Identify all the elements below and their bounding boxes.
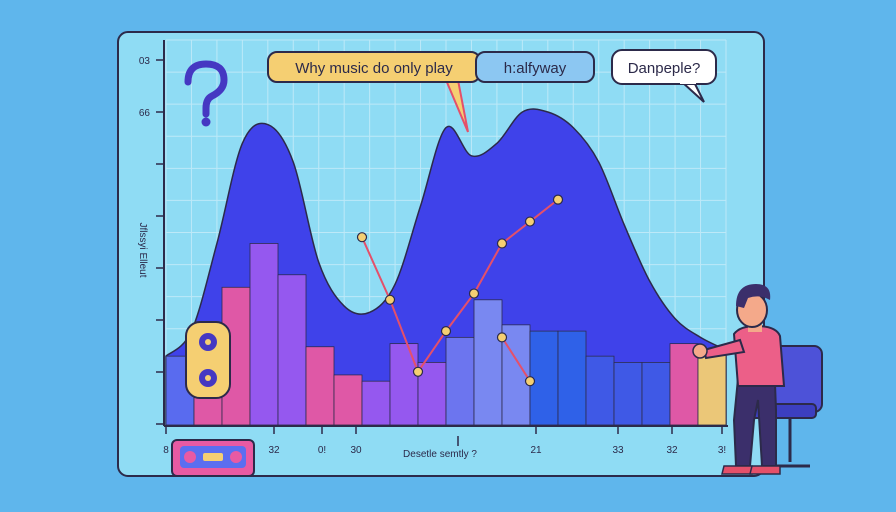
x-tick-label: 3! xyxy=(718,445,726,456)
danpeple-bubble: Danpeple? xyxy=(611,49,717,103)
data-point xyxy=(356,232,368,243)
bar xyxy=(305,346,335,426)
bar xyxy=(277,274,307,426)
bar xyxy=(669,343,699,426)
bar xyxy=(249,243,279,426)
data-point xyxy=(384,294,396,305)
question-bubble-text: Why music do only play xyxy=(295,60,453,77)
y-tick-label: 66 xyxy=(139,108,151,119)
data-point xyxy=(524,216,536,227)
x-ticks: 8 32 0! 30 21 33 32 3! xyxy=(163,426,726,456)
question-bubble: Why music do only play xyxy=(267,51,481,133)
bar xyxy=(445,336,475,426)
bar xyxy=(613,361,643,426)
y-tick-label: 03 xyxy=(139,56,151,67)
data-point xyxy=(496,238,508,249)
data-point xyxy=(552,194,564,205)
bar xyxy=(417,361,447,426)
bar xyxy=(585,355,615,426)
bar xyxy=(529,330,559,426)
x-axis-label: Desetle semtly ? xyxy=(403,449,477,460)
lines-layer xyxy=(356,194,564,387)
cassette-icon xyxy=(171,439,255,477)
person-illustration xyxy=(692,284,786,475)
y-ticks: 03 66 xyxy=(139,56,164,425)
data-point xyxy=(496,332,508,343)
y-axis-label: Jflssyi Elleut xyxy=(137,222,148,277)
series-line xyxy=(361,198,559,374)
x-tick-label: 8 xyxy=(163,445,169,456)
x-tick-label: 32 xyxy=(268,445,280,456)
x-tick-label: 21 xyxy=(530,445,542,456)
speaker-icon xyxy=(185,321,231,399)
bar xyxy=(697,349,727,426)
data-point xyxy=(524,376,536,387)
data-point xyxy=(412,366,424,377)
halfway-bubble: h:alfyway xyxy=(475,51,595,83)
x-tick-label: 0! xyxy=(318,445,326,456)
x-tick-label: 32 xyxy=(666,445,678,456)
x-tick-label: 30 xyxy=(350,445,362,456)
bar xyxy=(361,380,391,426)
danpeple-bubble-text: Danpeple? xyxy=(628,60,701,77)
data-point xyxy=(440,326,452,337)
series-line xyxy=(501,336,531,382)
bar xyxy=(557,330,587,426)
halfway-bubble-text: h:alfyway xyxy=(504,60,567,77)
bar xyxy=(389,343,419,426)
question-mark-icon xyxy=(184,60,228,127)
data-point xyxy=(468,288,480,299)
bar xyxy=(641,361,671,426)
x-tick-label: 33 xyxy=(612,445,624,456)
bar xyxy=(473,299,503,426)
bar xyxy=(333,374,363,426)
